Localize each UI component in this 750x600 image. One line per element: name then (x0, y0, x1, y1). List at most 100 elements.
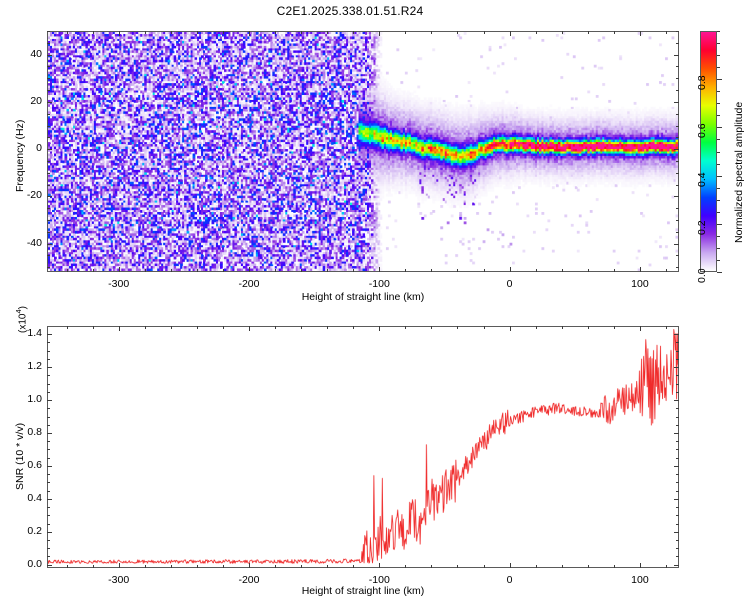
axis-tick (587, 269, 589, 272)
colorbar-tick-label: 0.8 (696, 75, 708, 91)
axis-tick (676, 42, 679, 44)
axis-tick (483, 269, 485, 272)
axis-tick (327, 565, 329, 568)
axis-tick (196, 326, 198, 329)
axis-tick (676, 457, 679, 459)
axis-tick (717, 247, 720, 249)
axis-tick (717, 115, 720, 117)
axis-tick (47, 184, 50, 186)
snr-y-exponent-label: (x104) (14, 306, 29, 333)
axis-tick (717, 272, 722, 273)
axis-tick (47, 220, 50, 222)
axis-tick (275, 565, 277, 568)
axis-tick (144, 565, 146, 568)
axis-tick (248, 31, 250, 36)
spectrogram-x-axis-title: Height of straight line (km) (301, 291, 425, 303)
axis-tick (676, 172, 679, 174)
axis-tick (676, 137, 679, 139)
axis-tick (47, 113, 50, 115)
x-tick-label: 0 (506, 278, 513, 290)
x-tick-label: -300 (108, 278, 130, 290)
axis-tick (639, 326, 641, 331)
x-tick-label: -200 (238, 574, 260, 586)
axis-tick (47, 424, 50, 426)
axis-tick (47, 367, 52, 369)
axis-tick (674, 400, 679, 402)
axis-tick (483, 326, 485, 329)
axis-tick (717, 259, 720, 261)
axis-tick (118, 563, 120, 568)
axis-tick (47, 457, 50, 459)
axis-tick (66, 31, 68, 34)
axis-tick (509, 326, 511, 331)
axis-tick (248, 563, 250, 568)
axis-tick (47, 358, 50, 360)
axis-tick (47, 375, 50, 377)
axis-tick (665, 565, 667, 568)
axis-tick (47, 243, 52, 245)
axis-tick (676, 391, 679, 393)
axis-tick (717, 103, 720, 105)
axis-tick (676, 507, 679, 509)
axis-tick (170, 31, 172, 34)
axis-tick (676, 350, 679, 352)
axis-tick (676, 556, 679, 558)
y-tick-label: 1.0 (27, 393, 42, 406)
axis-tick (92, 565, 94, 568)
axis-tick (66, 326, 68, 329)
axis-tick (674, 334, 679, 336)
axis-tick (222, 326, 224, 329)
axis-tick (47, 66, 50, 68)
axis-tick (431, 269, 433, 272)
axis-tick (379, 563, 381, 568)
axis-tick (509, 267, 511, 272)
axis-tick (431, 31, 433, 34)
snr-x-axis-title: Height of straight line (km) (301, 585, 425, 597)
axis-tick (717, 163, 720, 165)
axis-tick (275, 269, 277, 272)
axis-tick (196, 269, 198, 272)
axis-tick (561, 565, 563, 568)
axis-tick (717, 151, 720, 153)
axis-tick (301, 565, 303, 568)
axis-tick (676, 184, 679, 186)
axis-tick (676, 231, 679, 233)
axis-tick (613, 269, 615, 272)
axis-tick (717, 223, 722, 225)
axis-tick (717, 187, 720, 189)
axis-tick (676, 540, 679, 541)
axis-tick (170, 565, 172, 568)
axis-tick (674, 531, 679, 533)
axis-tick (47, 433, 52, 434)
y-tick-label: 1.4 (27, 327, 42, 340)
x-tick-label: -300 (108, 574, 130, 586)
colorbar-title: Normalized spectral amplitude (733, 101, 745, 243)
axis-tick (676, 441, 679, 443)
axis-tick (353, 326, 355, 329)
spectrogram-image (48, 32, 678, 271)
axis-tick (535, 31, 537, 34)
axis-tick (301, 326, 303, 329)
axis-tick (47, 498, 52, 500)
axis-tick (674, 54, 679, 56)
axis-tick (676, 375, 679, 377)
axis-tick (509, 31, 511, 36)
axis-tick (676, 66, 679, 68)
axis-tick (676, 416, 679, 418)
axis-tick (144, 269, 146, 272)
axis-tick (676, 267, 679, 269)
axis-tick (676, 523, 679, 525)
axis-tick (47, 523, 50, 525)
axis-tick (222, 31, 224, 34)
axis-tick (47, 474, 50, 476)
axis-tick (379, 31, 381, 36)
axis-tick (676, 408, 679, 410)
colorbar-tick-label: 0.0 (696, 268, 708, 283)
axis-tick (327, 326, 329, 329)
axis-tick (47, 334, 52, 336)
axis-tick (92, 31, 94, 34)
colorbar (700, 31, 717, 272)
axis-tick (676, 424, 679, 426)
axis-tick (47, 90, 50, 92)
